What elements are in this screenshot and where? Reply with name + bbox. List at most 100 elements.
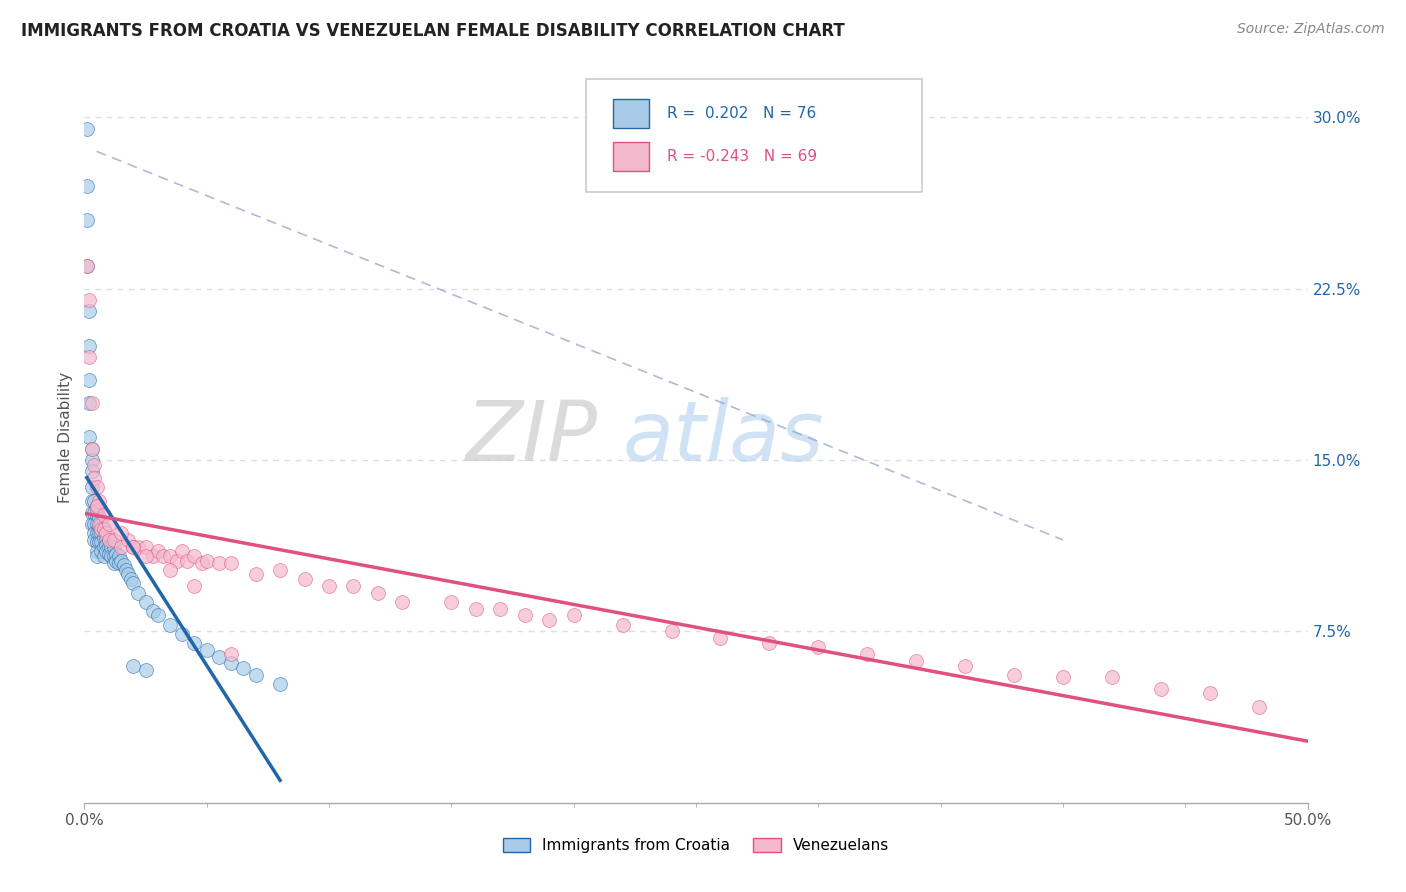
Point (100, 540, 122, 554)
Point (80, 442, 103, 456)
Point (342, 579, 364, 593)
Point (77, 373, 100, 387)
Text: Source: ZipAtlas.com: Source: ZipAtlas.com (1237, 22, 1385, 37)
Point (219, 657, 242, 671)
Point (93, 531, 115, 545)
Point (807, 640, 830, 655)
Point (86, 544, 108, 558)
Point (86, 480, 108, 494)
Point (219, 647, 242, 661)
Point (90, 535, 112, 549)
Point (1002, 667, 1025, 681)
Point (83, 526, 105, 541)
Point (97, 547, 120, 561)
Point (905, 654, 928, 668)
Point (661, 624, 683, 639)
Point (172, 544, 194, 558)
Point (159, 563, 181, 577)
Point (96, 544, 118, 558)
Point (87, 516, 110, 531)
Point (76, 121, 98, 136)
Point (93, 549, 115, 563)
Point (1247, 699, 1270, 714)
Point (142, 604, 165, 618)
Point (489, 601, 512, 615)
Point (80, 506, 103, 520)
Point (191, 556, 214, 570)
Point (562, 608, 585, 623)
Point (86, 503, 108, 517)
Point (245, 667, 267, 681)
Text: R =  0.202   N = 76: R = 0.202 N = 76 (666, 106, 815, 121)
Point (107, 556, 129, 570)
Point (80, 464, 103, 478)
Point (110, 526, 132, 541)
Point (142, 549, 165, 563)
Point (208, 649, 231, 664)
Point (97, 516, 120, 531)
Point (135, 549, 157, 563)
Point (93, 521, 115, 535)
Point (269, 563, 291, 577)
Point (183, 636, 205, 650)
Point (87, 510, 110, 524)
Point (135, 663, 157, 677)
Point (76, 259, 98, 273)
Point (80, 442, 103, 456)
Point (87, 535, 110, 549)
Point (1101, 670, 1123, 684)
Point (294, 572, 316, 586)
Point (1052, 670, 1074, 684)
Point (103, 549, 125, 563)
Point (86, 526, 108, 541)
Point (86, 535, 108, 549)
Point (86, 499, 108, 513)
Point (83, 506, 105, 520)
Point (87, 526, 110, 541)
Point (83, 516, 105, 531)
Text: IMMIGRANTS FROM CROATIA VS VENEZUELAN FEMALE DISABILITY CORRELATION CHART: IMMIGRANTS FROM CROATIA VS VENEZUELAN FE… (21, 22, 845, 40)
Point (127, 585, 149, 599)
FancyBboxPatch shape (586, 78, 922, 192)
Point (80, 396, 103, 410)
Point (103, 533, 125, 547)
Point (80, 494, 103, 508)
Point (269, 677, 291, 691)
Point (83, 458, 105, 472)
Point (195, 642, 218, 657)
Point (440, 595, 463, 609)
Point (80, 516, 103, 531)
Point (87, 519, 110, 533)
Point (110, 553, 132, 567)
Point (122, 576, 145, 591)
Point (80, 453, 103, 467)
Point (83, 471, 105, 485)
Point (117, 567, 139, 582)
Point (159, 617, 181, 632)
Point (245, 567, 267, 582)
Point (152, 549, 174, 563)
Point (103, 556, 125, 570)
Point (176, 553, 198, 567)
Point (86, 549, 108, 563)
Point (367, 585, 389, 599)
Point (90, 526, 112, 541)
Point (232, 661, 254, 675)
Point (115, 563, 138, 577)
Point (166, 553, 188, 567)
Point (105, 553, 128, 567)
Point (122, 540, 145, 554)
Point (219, 556, 242, 570)
Legend: Immigrants from Croatia, Venezuelans: Immigrants from Croatia, Venezuelans (495, 830, 897, 861)
Point (117, 533, 139, 547)
Point (159, 549, 181, 563)
Point (90, 521, 112, 535)
Text: R = -0.243   N = 69: R = -0.243 N = 69 (666, 149, 817, 164)
Point (1150, 681, 1173, 696)
Point (86, 508, 108, 522)
Point (90, 544, 112, 558)
Point (318, 579, 340, 593)
Point (100, 549, 122, 563)
Point (122, 658, 145, 673)
Text: ZIP: ZIP (467, 397, 598, 477)
